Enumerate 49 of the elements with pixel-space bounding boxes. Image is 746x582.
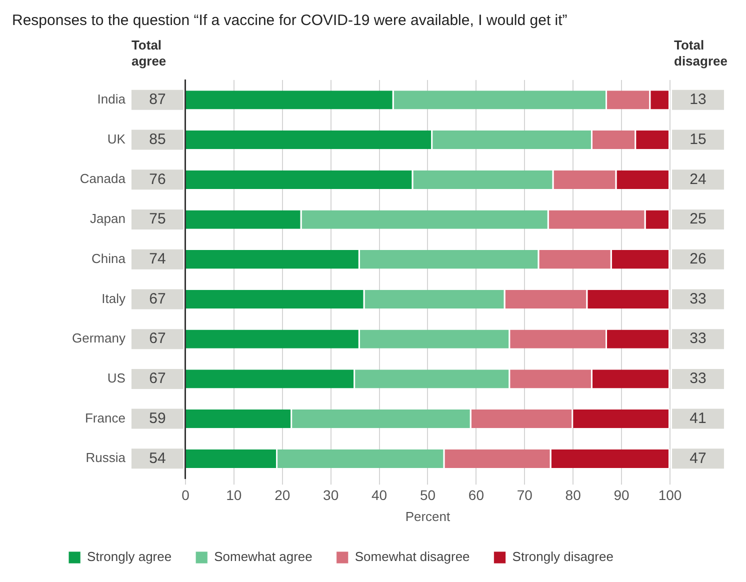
text: 85	[149, 130, 166, 148]
x-tick-label: 100	[658, 486, 682, 503]
legend-label: Strongly agree	[87, 549, 172, 564]
text: 67	[149, 290, 166, 308]
legend-label: Somewhat disagree	[354, 549, 470, 564]
text: 67	[149, 330, 166, 348]
text: 87	[149, 91, 166, 108]
y-tick-label: India	[97, 92, 126, 107]
y-tick-label: Japan	[90, 211, 126, 226]
x-tick-label: 90	[614, 486, 630, 503]
y-tick-label: Germany	[72, 330, 126, 346]
x-tick-label: 80	[565, 486, 582, 503]
y-tick-label: Russia	[86, 450, 126, 466]
text: 76	[149, 170, 166, 188]
y-tick-label: Italy	[102, 290, 126, 306]
x-tick-label: 0	[182, 486, 190, 503]
text: 15	[690, 130, 706, 148]
x-tick-label: 60	[468, 486, 484, 503]
legend-label: Somewhat agree	[214, 549, 312, 564]
text: 54	[149, 450, 166, 467]
text: 13	[690, 91, 706, 108]
text: 74	[149, 250, 166, 268]
text: Total agree	[131, 38, 166, 69]
text: 26	[690, 250, 706, 268]
text: 75	[149, 210, 166, 228]
x-tick-label: 30	[323, 486, 339, 503]
x-tick-label: 50	[420, 486, 436, 503]
text: Total disagree	[674, 38, 728, 69]
text: 33	[690, 330, 706, 348]
text: 33	[690, 290, 706, 308]
x-tick-label: 70	[516, 486, 533, 503]
chart-title: Responses to the question “If a vaccine for COVID-19 were available, I would get it”	[12, 12, 568, 30]
text: 59	[149, 410, 166, 427]
y-tick-label: US	[107, 370, 126, 386]
legend-label: Strongly disagree	[512, 549, 614, 564]
text: 24	[690, 170, 706, 188]
y-tick-label: UK	[107, 131, 126, 146]
text: 41	[690, 410, 706, 427]
text: 25	[690, 210, 706, 228]
y-tick-label: China	[91, 250, 126, 266]
x-tick-label: 10	[226, 486, 242, 503]
text: 67	[149, 370, 166, 388]
x-tick-label: 40	[371, 486, 388, 503]
text: 47	[690, 450, 706, 467]
x-axis-title: Percent	[405, 508, 451, 524]
x-tick-label: 20	[274, 486, 290, 503]
y-tick-label: Canada	[80, 171, 126, 186]
y-tick-label: France	[84, 410, 126, 426]
text: 33	[690, 370, 706, 388]
